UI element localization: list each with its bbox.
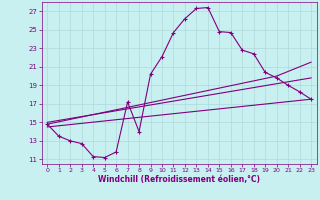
X-axis label: Windchill (Refroidissement éolien,°C): Windchill (Refroidissement éolien,°C) <box>98 175 260 184</box>
